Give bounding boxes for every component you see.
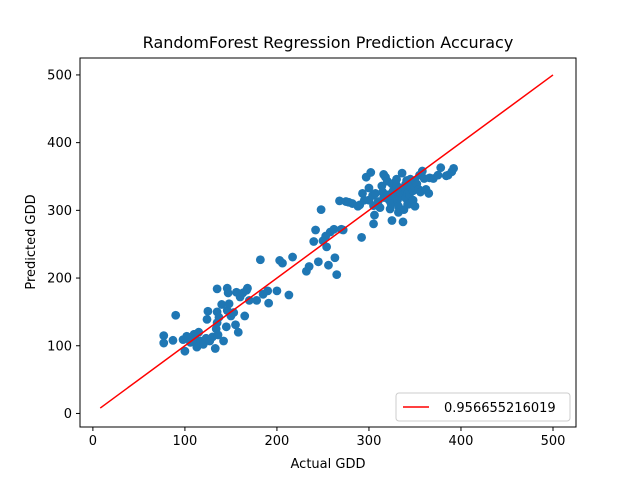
scatter-point [369, 219, 378, 229]
scatter-point [387, 216, 397, 225]
scatter-point [221, 322, 231, 332]
scatter-point [304, 262, 314, 271]
scatter-point [203, 306, 213, 316]
y-tick-label: 500 [47, 68, 72, 83]
x-tick-label: 500 [541, 434, 566, 449]
scatter-point [311, 225, 320, 235]
x-tick-label: 300 [357, 434, 382, 449]
scatter-point [370, 210, 379, 220]
x-tick-label: 400 [449, 434, 474, 449]
scatter-point [332, 270, 342, 280]
scatter-point [329, 224, 339, 234]
y-tick-label: 400 [47, 136, 72, 151]
x-tick-label: 200 [265, 434, 290, 449]
scatter-point [233, 327, 243, 337]
scatter-point [397, 168, 407, 178]
scatter-point [309, 237, 319, 246]
scatter-point [202, 314, 212, 324]
scatter-point [357, 233, 366, 242]
scatter-point [159, 331, 169, 340]
x-axis-ticks: 0 100 200 300 400 500 [89, 427, 566, 449]
scatter-point [255, 255, 265, 265]
scatter-point [335, 196, 344, 206]
scatter-point [264, 298, 274, 308]
scatter-point [159, 338, 169, 348]
scatter-point [263, 286, 273, 296]
scatter-point [370, 189, 380, 198]
scatter-point [392, 174, 401, 184]
scatter-point [316, 205, 326, 215]
x-axis-label: Actual GDD [291, 457, 366, 472]
y-tick-label: 200 [47, 272, 72, 287]
scatter-point [313, 257, 323, 267]
scatter-point [278, 258, 287, 268]
scatter-point [375, 203, 385, 213]
scatter-point [398, 217, 408, 227]
scatter-point [386, 199, 396, 208]
scatter-point [424, 189, 434, 198]
scatter-point [288, 252, 297, 262]
scatter-point [252, 295, 262, 305]
scatter-point [229, 308, 239, 317]
plot-frame [79, 57, 577, 428]
scatter-point [243, 283, 252, 293]
scatter-point [219, 336, 228, 346]
y-axis-label: Predicted GDD [24, 194, 39, 289]
scatter-point [223, 288, 233, 298]
x-tick-label: 0 [89, 434, 97, 449]
scatter-point [224, 299, 234, 309]
scatter-point [171, 310, 181, 320]
x-tick-label: 100 [172, 434, 197, 449]
scatter-point [433, 170, 443, 180]
scatter-point [180, 346, 190, 356]
chart-title: RandomForest Regression Prediction Accur… [143, 33, 514, 52]
fit-line-group [99, 74, 554, 409]
legend-box [395, 392, 571, 422]
scatter-point [212, 284, 222, 294]
y-tick-label: 300 [47, 204, 72, 219]
scatter-point [217, 300, 227, 309]
scatter-point [436, 163, 446, 173]
y-tick-label: 100 [47, 339, 72, 354]
scatter-point [449, 163, 459, 173]
scatter-point [231, 320, 240, 330]
scatter-point [210, 344, 220, 353]
fit-line [99, 74, 554, 409]
scatter-point [240, 311, 250, 321]
y-tick-label: 0 [64, 407, 72, 422]
scatter-point [358, 189, 367, 198]
scatter-point [284, 290, 294, 300]
legend: 0.956655216019 [395, 392, 571, 422]
scatter-point [168, 335, 178, 345]
scatter-point [366, 168, 376, 177]
y-axis-ticks: 0 100 200 300 400 500 [47, 68, 80, 422]
scatter-points [159, 163, 459, 356]
scatter-point [410, 201, 420, 211]
scatter-point [330, 253, 340, 263]
scatter-point [213, 330, 223, 340]
scatter-point [364, 183, 374, 193]
legend-label: 0.956655216019 [444, 401, 556, 416]
scatter-point [244, 295, 254, 305]
scatter-point [272, 286, 282, 296]
scatter-point [322, 242, 332, 252]
scatter-point [324, 260, 333, 270]
